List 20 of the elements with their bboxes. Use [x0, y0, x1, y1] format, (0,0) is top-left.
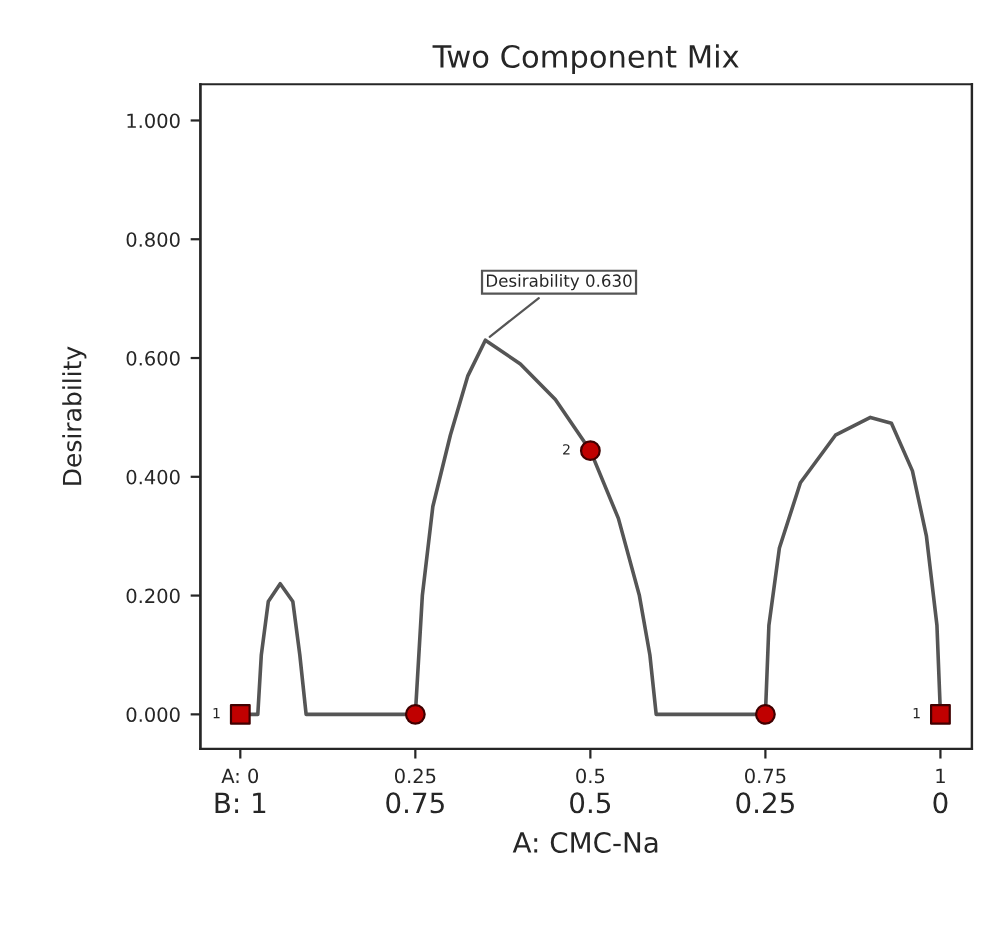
y-tick-label: 0.600 — [126, 350, 180, 366]
chart-title: Two Component Mix — [432, 44, 739, 74]
x2-tick-label: 0 — [933, 792, 948, 814]
x-tick-label: 0.75 — [745, 768, 786, 784]
annotation: Desirability 0.630 — [486, 274, 632, 291]
x-tick-label: 0.5 — [576, 768, 605, 784]
y-tick-label: 0.000 — [126, 707, 180, 723]
x2-tick-label: B: 1 — [215, 792, 266, 813]
x-axis-title: A: CMC-Na — [512, 832, 658, 854]
y-tick-label: 1.000 — [127, 113, 180, 129]
y-tick-label: 0.400 — [126, 469, 180, 485]
x-tick-label: 0.25 — [394, 768, 436, 784]
x2-tick-label: 0.75 — [386, 792, 444, 814]
x-tick-label: 1 — [936, 768, 945, 784]
x2-tick-label: 0.25 — [736, 792, 794, 814]
y-axis-title: Desirability — [62, 346, 87, 485]
y-tick-label: 0.800 — [126, 232, 180, 247]
x-tick-label: A: 0 — [221, 768, 259, 784]
x2-tick-label: 0.5 — [570, 792, 611, 814]
y-tick-label: 0.200 — [126, 588, 180, 604]
